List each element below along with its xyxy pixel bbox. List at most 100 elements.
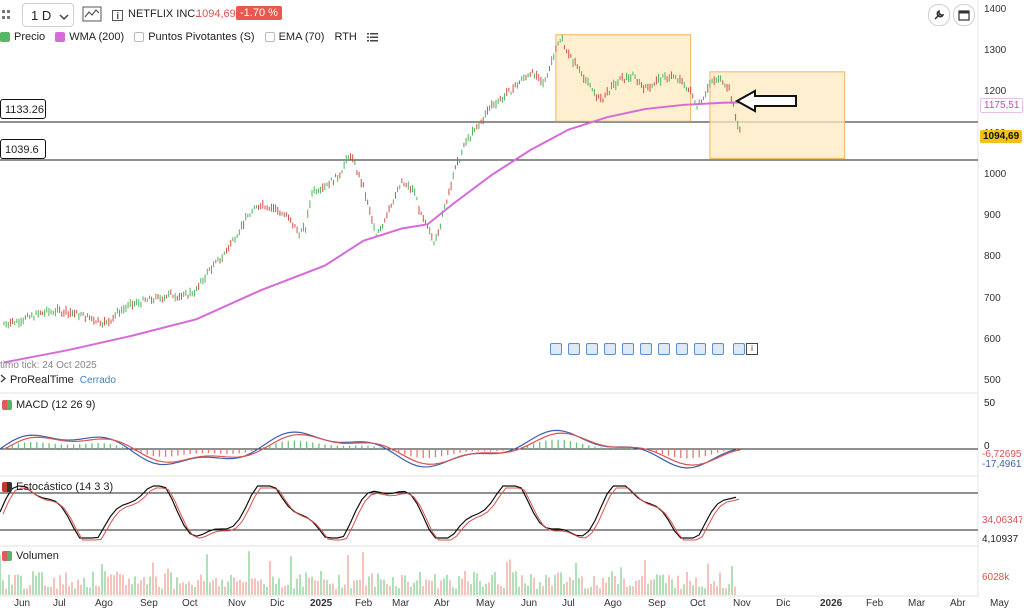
x-tick-label: Ago bbox=[604, 598, 622, 609]
x-tick-label: May bbox=[476, 598, 495, 609]
x-tick-label: Nov bbox=[733, 598, 751, 609]
x-tick-label: Jun bbox=[521, 598, 538, 609]
x-tick-label: Ago bbox=[95, 598, 113, 609]
news-marker-icon[interactable] bbox=[622, 343, 634, 355]
current-price: 1094,69 bbox=[196, 8, 236, 20]
wrench-icon[interactable] bbox=[928, 4, 950, 26]
change-badge: -1.70 % bbox=[236, 6, 282, 20]
wma-line bbox=[3, 101, 743, 364]
highlight-box bbox=[709, 71, 846, 159]
news-marker-icon[interactable] bbox=[568, 343, 580, 355]
legend-label: Puntos Pivotantes (S) bbox=[148, 31, 255, 43]
volume-label: Volumen bbox=[16, 550, 59, 562]
news-marker-icon[interactable] bbox=[604, 343, 616, 355]
provider-name: ProRealTime bbox=[10, 374, 74, 386]
legend-label: EMA (70) bbox=[278, 31, 325, 43]
indicator-legend: Precio WMA (200) Puntos Pivotantes (S) E… bbox=[0, 29, 388, 45]
legend-rth[interactable]: RTH bbox=[334, 31, 356, 43]
chevron-down-icon bbox=[59, 9, 69, 27]
macd-title[interactable]: MACD (12 26 9) bbox=[2, 399, 95, 411]
legend-precio[interactable]: Precio bbox=[0, 31, 45, 43]
news-marker-icon[interactable] bbox=[733, 343, 745, 355]
macd-value-2: -17,49618 bbox=[982, 459, 1022, 470]
ema-swatch bbox=[264, 32, 275, 42]
news-marker-icon[interactable] bbox=[586, 343, 598, 355]
x-tick-label: Dic bbox=[270, 598, 285, 609]
macd-value-1: -6,72695 bbox=[982, 449, 1022, 460]
legend-label: WMA (200) bbox=[69, 31, 125, 43]
stoch-d-line bbox=[2, 487, 740, 541]
news-marker-icon[interactable] bbox=[550, 343, 562, 355]
level-lower[interactable]: 1039.6 bbox=[0, 139, 46, 159]
level-upper[interactable]: 1133.26 bbox=[0, 99, 46, 119]
legend-pivots[interactable]: Puntos Pivotantes (S) bbox=[134, 31, 255, 43]
info-icon[interactable]: i bbox=[746, 343, 758, 355]
last-tick-label: timo tick: 24 Oct 2025 bbox=[0, 360, 97, 371]
volume-title[interactable]: Volumen bbox=[2, 550, 59, 562]
x-tick-label: Jul bbox=[562, 598, 575, 609]
macd-ytick-50: 50 bbox=[984, 398, 996, 409]
x-tick-label: Feb bbox=[866, 598, 884, 609]
news-marker-icon[interactable] bbox=[640, 343, 652, 355]
list-icon[interactable] bbox=[366, 32, 378, 42]
legend-ema[interactable]: EMA (70) bbox=[264, 31, 325, 43]
macd-ytick-0: 0 bbox=[984, 441, 990, 452]
calendar-icon[interactable] bbox=[953, 4, 975, 26]
precio-swatch bbox=[0, 32, 10, 42]
legend-wma[interactable]: WMA (200) bbox=[55, 31, 124, 43]
macd-swatch bbox=[2, 400, 12, 410]
stoch-value-2: 4,10937 bbox=[982, 534, 1019, 545]
x-tick-label: May bbox=[990, 598, 1009, 609]
highlight-box bbox=[555, 34, 692, 122]
signal-line bbox=[4, 432, 742, 466]
x-tick-label: Sep bbox=[140, 598, 158, 609]
x-tick-label: Jun bbox=[14, 598, 31, 609]
news-marker-icon[interactable] bbox=[712, 343, 724, 355]
y-tick-label: 600 bbox=[984, 333, 1001, 345]
x-tick-label: Jul bbox=[53, 598, 66, 609]
arrow-annotation bbox=[734, 89, 797, 113]
chart-type-icon[interactable] bbox=[82, 6, 102, 27]
x-tick-label: Nov bbox=[228, 598, 246, 609]
y-tick-label: 900 bbox=[984, 210, 1001, 222]
wma-swatch bbox=[55, 32, 66, 42]
stoch-title[interactable]: Estocástico (14 3 3) bbox=[2, 481, 113, 493]
x-tick-label: 2026 bbox=[820, 598, 843, 609]
stoch-value-1: 34,06347 bbox=[982, 515, 1022, 526]
legend-label: Precio bbox=[14, 31, 46, 43]
x-tick-label: Mar bbox=[392, 598, 410, 609]
volume-value: 6028k bbox=[982, 572, 1010, 583]
x-tick-label: 2025 bbox=[310, 598, 333, 609]
stoch-swatch bbox=[2, 482, 12, 492]
x-tick-label: Sep bbox=[648, 598, 666, 609]
x-tick-label: Mar bbox=[908, 598, 926, 609]
news-marker-icon[interactable] bbox=[658, 343, 670, 355]
symbol-info-icon[interactable] bbox=[112, 8, 123, 26]
y-tick-label: 700 bbox=[984, 292, 1001, 304]
timeframe-select[interactable]: 1 D bbox=[22, 3, 74, 27]
y-tick-label: 1200 bbox=[984, 86, 1007, 98]
timeframe-label: 1 D bbox=[31, 8, 52, 23]
last-price-tag: 1094,69 bbox=[980, 130, 1023, 143]
x-tick-label: Abr bbox=[434, 598, 450, 609]
macd-label: MACD (12 26 9) bbox=[16, 399, 96, 411]
x-tick-label: Oct bbox=[690, 598, 706, 609]
y-tick-label: 1000 bbox=[984, 168, 1007, 180]
stoch-k-line bbox=[0, 485, 737, 539]
x-tick-label: Abr bbox=[950, 598, 966, 609]
x-tick-label: Dic bbox=[776, 598, 791, 609]
stoch-label: Estocástico (14 3 3) bbox=[16, 481, 114, 493]
legend-label: RTH bbox=[334, 31, 357, 43]
news-marker-icon[interactable] bbox=[676, 343, 688, 355]
chevron-right-icon bbox=[0, 374, 7, 386]
y-tick-label: 1300 bbox=[984, 45, 1007, 57]
provider: ProRealTime Cerrado bbox=[0, 374, 116, 386]
news-marker-icon[interactable] bbox=[694, 343, 706, 355]
volume-swatch bbox=[2, 551, 12, 561]
symbol-name: NETFLIX INC. bbox=[128, 8, 199, 20]
x-tick-label: Oct bbox=[182, 598, 198, 609]
pivots-swatch bbox=[134, 32, 145, 42]
grid-menu-icon[interactable] bbox=[2, 8, 12, 20]
provider-status: Cerrado bbox=[79, 374, 116, 386]
